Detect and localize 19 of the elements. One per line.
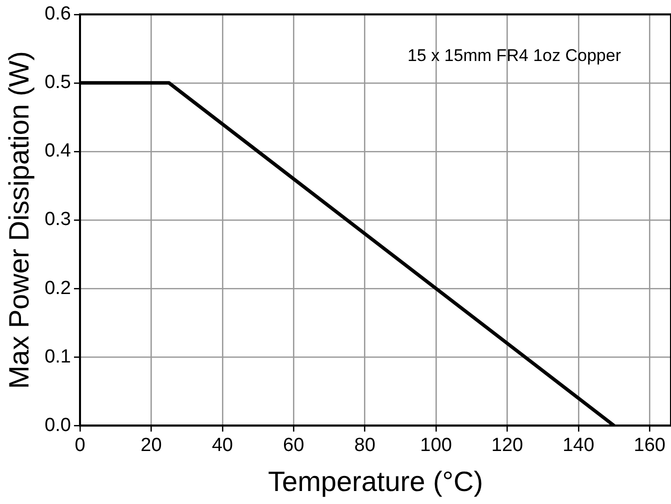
y-axis-title: Max Power Dissipation (W) [4,51,35,389]
x-tick-label: 40 [212,435,233,456]
x-axis-title: Temperature (°C) [268,466,484,497]
annotation: 15 x 15mm FR4 1oz Copper [407,46,622,66]
y-tick-label: 0.0 [44,414,72,436]
x-tick-label: 100 [420,435,452,456]
x-tick-label: 140 [562,435,594,456]
x-tick-label: 160 [634,435,666,456]
y-tick-label: 0.1 [44,346,72,368]
y-tick-label: 0.6 [44,4,72,25]
y-tick-label: 0.4 [44,140,72,162]
x-tick-label: 20 [140,435,162,456]
y-tick-label: 0.3 [44,209,72,230]
x-tick-label: 60 [283,435,304,456]
y-tick-label: 0.2 [44,278,72,299]
x-tick-label: 80 [354,435,376,456]
x-tick-label: 120 [491,435,524,456]
y-tick-label: 0.5 [44,72,72,94]
x-tick-label: 0 [74,435,86,456]
